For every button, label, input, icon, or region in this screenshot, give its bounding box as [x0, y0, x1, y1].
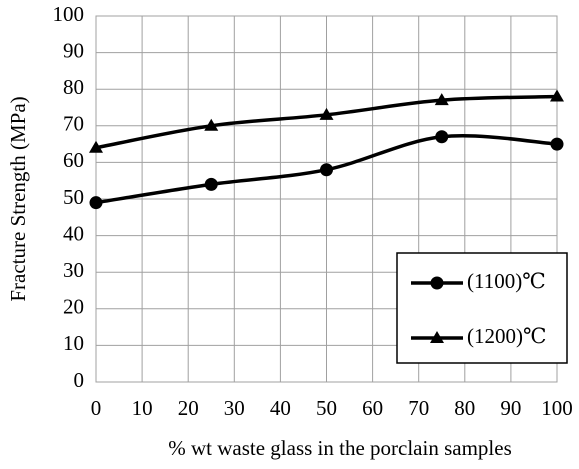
- marker: [89, 140, 103, 153]
- y-tick-label: 70: [63, 112, 84, 136]
- marker: [550, 89, 564, 102]
- x-tick-label: 50: [316, 396, 337, 420]
- marker: [89, 196, 103, 210]
- marker: [430, 276, 444, 290]
- x-axis-label: % wt waste glass in the porclain samples: [168, 436, 512, 460]
- y-tick-label: 60: [63, 148, 84, 172]
- y-tick-label: 10: [63, 331, 84, 355]
- marker: [435, 130, 449, 144]
- x-tick-label: 70: [408, 396, 429, 420]
- marker: [430, 331, 444, 343]
- x-tick-label: 90: [500, 396, 521, 420]
- y-axis-label: Fracture Strength (MPa): [6, 96, 30, 301]
- marker: [319, 107, 334, 120]
- marker: [434, 93, 449, 106]
- y-tick-label: 80: [63, 75, 84, 99]
- x-tick-label: 40: [270, 396, 291, 420]
- legend-label: (1200)℃: [467, 324, 546, 348]
- marker: [550, 137, 564, 151]
- y-tick-label: 30: [63, 258, 84, 282]
- x-tick-label: 10: [132, 396, 153, 420]
- legend-box: [396, 252, 568, 364]
- x-tick-label: 0: [91, 396, 102, 420]
- marker: [204, 177, 218, 191]
- y-tick-label: 40: [63, 221, 84, 245]
- x-tick-label: 60: [362, 396, 383, 420]
- x-tick-label: 100: [541, 396, 573, 420]
- y-tick-label: 0: [74, 368, 85, 392]
- y-tick-label: 100: [53, 2, 85, 26]
- x-tick-label: 80: [454, 396, 475, 420]
- marker: [320, 163, 333, 177]
- legend-label: (1100)℃: [467, 269, 546, 293]
- marker: [204, 118, 219, 131]
- y-tick-label: 90: [63, 38, 84, 62]
- y-tick-label: 50: [63, 185, 84, 209]
- x-tick-label: 30: [224, 396, 245, 420]
- y-tick-label: 20: [63, 295, 84, 319]
- x-tick-label: 20: [178, 396, 199, 420]
